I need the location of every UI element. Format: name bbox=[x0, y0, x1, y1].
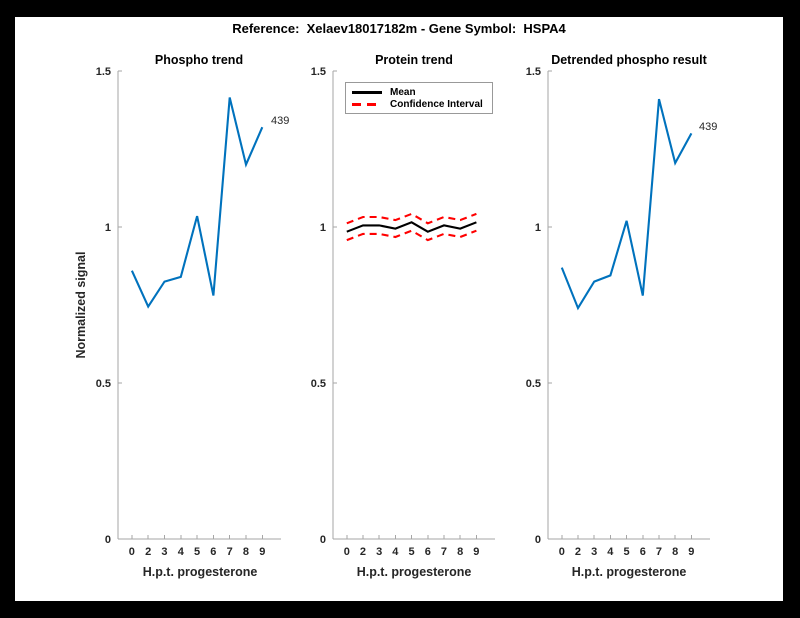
x-tick-label: 9 bbox=[259, 546, 265, 558]
series-line-confidence-interval-lower bbox=[346, 229, 477, 242]
axes bbox=[332, 70, 495, 540]
x-tick-label: 4 bbox=[178, 546, 185, 558]
series-line-confidence-interval-upper bbox=[346, 212, 477, 225]
ci-dashed-line-sample-icon bbox=[352, 102, 382, 106]
y-tick-label: 1 bbox=[535, 222, 541, 234]
y-tick-label: 1 bbox=[105, 222, 111, 234]
axes bbox=[547, 70, 710, 540]
x-tick-label: 0 bbox=[344, 546, 350, 558]
x-tick-label: 9 bbox=[688, 546, 694, 558]
mean-line-sample-icon bbox=[352, 90, 382, 94]
x-tick-label: 0 bbox=[129, 546, 135, 558]
legend-label-confidence-interval: Confidence Interval bbox=[390, 98, 483, 110]
legend-entry-confidence-interval: Confidence Interval bbox=[352, 98, 488, 110]
x-tick-label: 9 bbox=[473, 546, 479, 558]
subplot-title-phospho-trend: Phospho trend bbox=[154, 53, 244, 67]
x-tick-label: 7 bbox=[656, 546, 662, 558]
x-tick-label: 8 bbox=[672, 546, 678, 558]
x-tick-label: 6 bbox=[640, 546, 646, 558]
x-tick-label: 2 bbox=[575, 546, 581, 558]
subplot-title-detrended-phospho: Detrended phospho result bbox=[551, 53, 707, 67]
series-line-phospho-signal bbox=[130, 97, 264, 309]
y-axis-label: Normalized signal bbox=[74, 251, 88, 359]
x-axis-label-plot2: H.p.t. progesterone bbox=[356, 565, 472, 579]
x-tick-label: 3 bbox=[161, 546, 167, 558]
figure-title: Reference: Xelaev18017182m - Gene Symbol… bbox=[232, 21, 566, 36]
x-tick-label: 8 bbox=[243, 546, 249, 558]
subplot-title-protein-trend: Protein trend bbox=[375, 53, 453, 67]
x-tick-label: 6 bbox=[210, 546, 216, 558]
legend-label-mean: Mean bbox=[390, 86, 416, 98]
y-tick-label: 0.5 bbox=[311, 378, 326, 390]
x-tick-label: 5 bbox=[194, 546, 200, 558]
y-tick-label: 0 bbox=[320, 534, 326, 546]
x-tick-label: 3 bbox=[591, 546, 597, 558]
series-line-mean bbox=[346, 221, 477, 233]
x-tick-label: 5 bbox=[409, 546, 415, 558]
site-annotation-plot3: 439 bbox=[699, 121, 718, 133]
y-tick-label: 0 bbox=[105, 534, 111, 546]
x-tick-label: 0 bbox=[559, 546, 565, 558]
x-axis-label-plot3: H.p.t. progesterone bbox=[571, 565, 687, 579]
x-tick-label: 4 bbox=[607, 546, 614, 558]
x-tick-label: 8 bbox=[457, 546, 463, 558]
subplot-1: 0 2 3 4 5 6 7 8 900.511.5 bbox=[311, 66, 495, 558]
y-tick-label: 1.5 bbox=[311, 66, 326, 78]
y-tick-label: 1.5 bbox=[526, 66, 541, 78]
legend-box: Mean Confidence Interval bbox=[345, 82, 493, 114]
plots-canvas: 0 2 3 4 5 6 7 8 900.511.50 2 3 4 5 6 7 8 900.511.50 2 3 4 5 6… bbox=[96, 66, 710, 558]
legend-entry-mean: Mean bbox=[352, 86, 488, 98]
x-tick-label: 2 bbox=[145, 546, 151, 558]
x-tick-label: 7 bbox=[441, 546, 447, 558]
site-annotation-plot1: 439 bbox=[271, 115, 290, 127]
subplot-2: 0 2 3 4 5 6 7 8 900.511.5 bbox=[526, 66, 710, 558]
x-tick-label: 4 bbox=[392, 546, 399, 558]
x-tick-label: 7 bbox=[227, 546, 233, 558]
x-tick-label: 5 bbox=[624, 546, 630, 558]
x-tick-label: 6 bbox=[425, 546, 431, 558]
series-line-detrended-phospho-signal bbox=[560, 98, 693, 311]
y-tick-label: 1 bbox=[320, 222, 326, 234]
axes bbox=[117, 70, 281, 540]
y-tick-label: 0 bbox=[535, 534, 541, 546]
x-tick-label: 2 bbox=[360, 546, 366, 558]
y-tick-label: 0.5 bbox=[96, 378, 111, 390]
y-tick-label: 0.5 bbox=[526, 378, 541, 390]
figure-canvas: 0 2 3 4 5 6 7 8 9 0 0.5 1 1.5 0 2 3 4 5 6 7 8 9 0 0.5 1 1.5 0 2 3 4 5 6… bbox=[15, 17, 783, 601]
y-tick-label: 1.5 bbox=[96, 66, 111, 78]
subplot-0: 0 2 3 4 5 6 7 8 900.511.5 bbox=[96, 66, 281, 558]
x-tick-label: 3 bbox=[376, 546, 382, 558]
x-axis-label-plot1: H.p.t. progesterone bbox=[142, 565, 258, 579]
